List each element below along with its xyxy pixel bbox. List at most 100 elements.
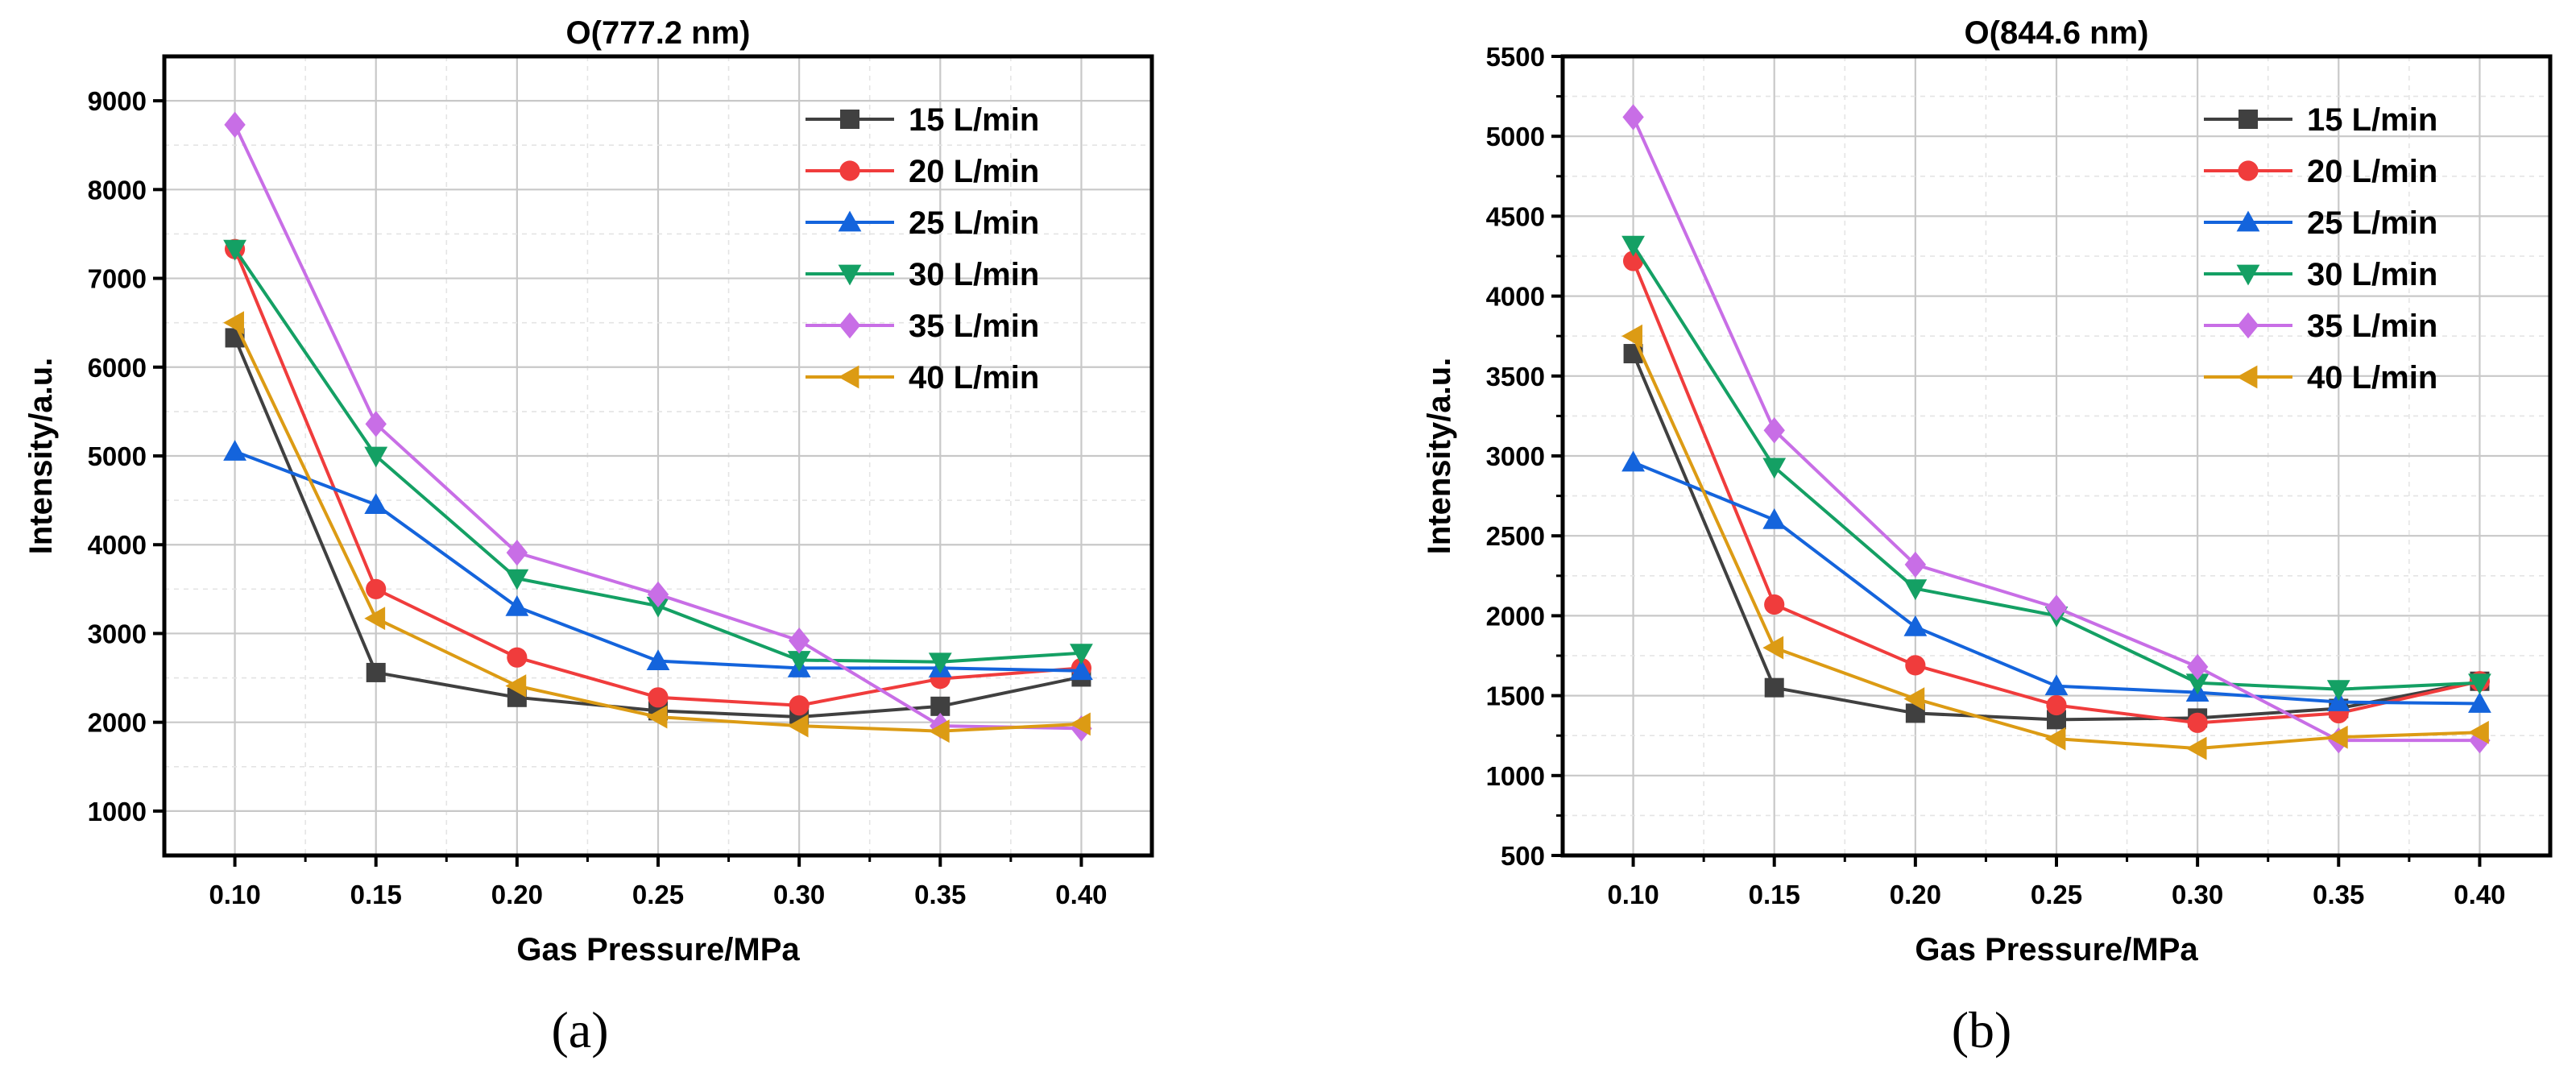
data-point-40-l-min [646,705,668,729]
y-tick-label: 2500 [1486,521,1545,551]
legend-marker [2237,312,2259,339]
x-tick-label: 0.25 [2031,880,2082,909]
legend-item-35-l-min: 35 L/min [2204,309,2437,344]
data-point-40-l-min [928,719,950,743]
y-tick-label: 5000 [1486,122,1545,151]
x-tick-label: 0.10 [209,880,260,909]
data-point-30-l-min [364,446,388,468]
data-point-25-l-min [1621,450,1645,472]
data-point-20-l-min [2046,694,2067,716]
data-point-30-l-min [223,239,246,261]
legend-label: 35 L/min [909,309,1039,344]
data-point-40-l-min [1903,687,1925,710]
data-point-25-l-min [1070,659,1093,681]
data-point-15-l-min [366,662,386,682]
data-point-40-l-min [2468,720,2489,744]
legend-marker [2236,210,2260,232]
data-point-40-l-min [505,674,527,698]
legend-label: 35 L/min [2307,309,2437,344]
series-40-l-min [223,311,1091,743]
data-point-40-l-min [787,714,809,738]
data-point-30-l-min [505,569,529,590]
data-point-30-l-min [1762,458,1787,479]
data-point-40-l-min [364,607,386,631]
data-point-20-l-min [648,687,669,708]
legend-label: 40 L/min [2307,360,2437,396]
y-tick-label: 1000 [1486,761,1545,791]
data-point-25-l-min [364,493,388,515]
data-point-20-l-min [1764,594,1785,615]
data-point-35-l-min [506,539,528,566]
legend-b: 15 L/min 20 L/min 25 L/min 30 L/min 35 L/min… [2204,102,2437,396]
ticks-a: 0.10 0.15 0.20 0.25 0.30 0.35 0.40 1000 2000 3000… [88,86,1108,909]
data-point-25-l-min [505,594,529,616]
legend-label: 30 L/min [2307,257,2437,292]
data-point-20-l-min [366,578,387,599]
data-point-40-l-min [1621,324,1642,348]
y-tick-label: 4500 [1486,201,1545,231]
y-tick-label: 5000 [88,441,147,471]
data-point-35-l-min [2186,653,2209,681]
y-tick-label: 2000 [88,708,147,738]
data-point-40-l-min [1762,636,1784,660]
x-tick-label: 0.30 [773,880,825,909]
legend-item-15-l-min: 15 L/min [806,102,1039,138]
data-point-25-l-min [2044,674,2069,696]
data-point-20-l-min [1905,655,1926,676]
series-40-l-min [1621,324,2489,760]
data-point-25-l-min [223,440,246,461]
legend-marker [838,210,862,232]
y-tick-label: 4000 [1486,282,1545,312]
legend-marker [840,110,859,129]
data-point-25-l-min [646,649,670,671]
y-tick-label: 7000 [88,264,147,294]
data-point-30-l-min [928,652,952,674]
x-tick-label: 0.30 [2172,880,2223,909]
y-axis-label-b: Intensity/a.u. [1422,358,1457,555]
data-point-30-l-min [2326,680,2350,702]
data-point-35-l-min [1904,551,1927,578]
x-tick-label: 0.40 [2454,880,2505,909]
data-point-30-l-min [2185,673,2209,695]
legend-label: 25 L/min [909,205,1039,241]
panel-caption-b: (b) [1952,1001,2012,1058]
y-tick-label: 9000 [88,86,147,116]
legend-marker [2236,365,2258,389]
y-tick-label: 500 [1501,841,1545,871]
data-point-25-l-min [2468,692,2491,713]
legend-item-20-l-min: 20 L/min [806,154,1039,189]
y-tick-label: 3500 [1486,362,1545,391]
data-point-30-l-min [1621,235,1645,257]
legend-item-20-l-min: 20 L/min [2204,154,2437,189]
legend-item-15-l-min: 15 L/min [2204,102,2437,138]
data-point-25-l-min [1762,507,1787,529]
legend-marker [839,160,860,181]
legend-item-25-l-min: 25 L/min [2204,205,2437,241]
x-tick-label: 0.35 [2313,880,2364,909]
legend-marker [2238,160,2259,181]
legend-item-25-l-min: 25 L/min [806,205,1039,241]
data-point-40-l-min [2326,725,2348,749]
data-point-25-l-min [1903,615,1928,636]
data-point-30-l-min [2468,673,2491,695]
data-point-15-l-min [1764,677,1784,698]
ticks-b: 0.10 0.15 0.20 0.25 0.30 0.35 0.40 500 1000 1500 2… [1486,42,2506,909]
data-point-30-l-min [787,651,811,672]
legend-marker [839,312,861,339]
x-tick-label: 0.15 [1749,880,1800,909]
y-tick-label: 8000 [88,175,147,205]
legend-item-40-l-min: 40 L/min [806,360,1039,396]
chart-panel-a: 0.10 0.15 0.20 0.25 0.30 0.35 0.40 1000 2000 3000… [23,15,1154,1058]
legend-a: 15 L/min 20 L/min 25 L/min 30 L/min 35 L/min… [806,102,1039,396]
x-tick-label: 0.40 [1055,880,1107,909]
data-point-20-l-min [507,647,528,668]
data-point-35-l-min [1622,104,1644,130]
data-point-30-l-min [1903,579,1928,601]
data-point-35-l-min [224,111,246,139]
panel-caption-a: (a) [551,1001,608,1058]
data-point-30-l-min [1070,644,1093,665]
legend-label: 25 L/min [2307,205,2437,241]
chart-title-b: O(844.6 nm) [1965,15,2149,51]
series-25-l-min [1621,450,2491,713]
